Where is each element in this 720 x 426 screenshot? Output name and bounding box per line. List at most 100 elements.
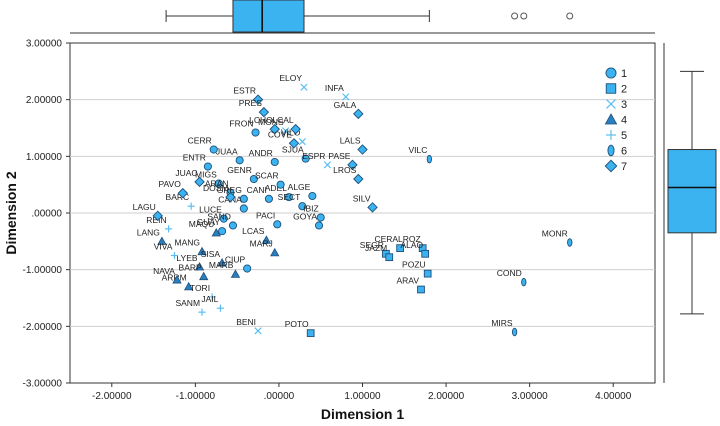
y-boxplot (663, 43, 717, 383)
point-label: JUAA (216, 146, 238, 156)
legend-label: 7 (621, 161, 627, 173)
x-marker (254, 327, 262, 335)
ellipse-marker (511, 327, 518, 337)
plus-marker (187, 202, 195, 210)
point-label: FRON (229, 119, 253, 129)
point-label: ELOY (279, 73, 302, 83)
circle-marker (301, 154, 310, 163)
y-tick-label: .00000 (31, 209, 62, 220)
point-label: SCAR (255, 171, 279, 181)
point-label: VILC (408, 145, 427, 155)
legend-label: 5 (621, 130, 627, 142)
point-label: CANI (247, 185, 267, 195)
triangle-marker (199, 271, 209, 281)
square-marker (423, 269, 432, 278)
point-label: ARAV (396, 276, 419, 286)
point-label: LROZ (398, 234, 421, 244)
point-label: SILV (353, 193, 371, 203)
triangle-marker (194, 262, 205, 271)
point-label: GENR (227, 165, 252, 175)
point-label: POTO (285, 319, 309, 329)
legend: 1 2 3 4 5 6 7 (604, 67, 627, 173)
y-tick-label: -3.00000 (23, 379, 63, 390)
diamond-marker (225, 191, 236, 203)
circle-marker (219, 214, 228, 223)
point-label: MANG (175, 238, 201, 248)
point-label: VIVA (154, 242, 173, 252)
plus-marker (605, 129, 617, 141)
x-tick-label: .00000 (264, 391, 295, 402)
point-label: DOSM (203, 183, 229, 193)
outlier (520, 12, 528, 20)
point-label: NAVA (153, 266, 175, 276)
square-marker (306, 329, 315, 337)
triangle-marker (230, 269, 241, 278)
circle-marker (314, 221, 324, 230)
circle-marker (273, 220, 282, 229)
point-label: GALA (334, 100, 357, 110)
point-label: GREG (217, 185, 242, 195)
circle-marker (308, 191, 317, 201)
square-marker (421, 249, 430, 258)
y-axis-title: Dimension 2 (3, 171, 19, 254)
point-label: MARB (209, 260, 234, 270)
circle-marker (316, 213, 325, 222)
diamond-marker (290, 123, 301, 135)
x-stroke (323, 161, 332, 169)
ellipse-marker (521, 277, 527, 287)
point-label: JUAC (175, 168, 197, 178)
circle-marker (235, 156, 244, 165)
triangle-marker (157, 236, 167, 245)
triangle-marker (604, 113, 618, 125)
square-marker (605, 83, 617, 94)
point-label: ESTR (233, 86, 256, 96)
gridlines (70, 99, 655, 327)
y-tick-label: 2.00000 (26, 95, 63, 106)
plus-marker (208, 293, 216, 301)
x-tick-label: -1.00000 (176, 391, 216, 402)
point-label: JAZM (365, 243, 387, 253)
point-label: JAIL (201, 294, 218, 304)
circle-marker (243, 264, 252, 273)
triangle-marker (183, 281, 194, 291)
x-stroke (254, 327, 262, 335)
circle-marker (251, 128, 260, 137)
point-label: MARJ (250, 239, 273, 249)
point-label: REIN (146, 215, 166, 225)
triangle-marker (211, 228, 221, 237)
point-label: LAGU (133, 202, 156, 212)
ellipse-marker (426, 154, 433, 164)
point-label: ARAN (205, 179, 229, 189)
point-label: SEGR (360, 240, 384, 250)
y-axis-ticks: -3.00000 -2.00000 -1.00000 .00000 1.00000 2.0… (23, 39, 70, 390)
point-label: PASE (328, 151, 350, 161)
point-label: ESPR (302, 151, 325, 161)
x-tick-label: 1.00000 (344, 391, 381, 402)
triangle-marker (270, 247, 280, 257)
circle-marker (218, 227, 227, 236)
x-marker (342, 93, 350, 101)
x-tick-label: 3.00000 (512, 391, 549, 402)
point-label: INFA (325, 83, 344, 93)
diamond-marker (288, 138, 300, 149)
triangle-marker (197, 246, 207, 256)
x-stroke (342, 93, 350, 101)
point-label: LUCE (199, 205, 222, 215)
diamond-marker (604, 159, 618, 173)
point-label: PAVO (158, 179, 181, 189)
point-label: LCAS (242, 226, 265, 236)
x-tick-label: 4.00000 (595, 391, 632, 402)
data-points: FRON CERR JUAA ENTR ANDR SJUA GENR MIGSARANGREG… (133, 73, 573, 337)
y-tick-label: -2.00000 (23, 322, 63, 333)
x-marker (300, 83, 308, 91)
square-marker (396, 244, 404, 252)
ellipse-marker (607, 144, 615, 157)
diamond-marker (357, 144, 368, 155)
plus-marker (216, 304, 225, 312)
point-label: SISA (201, 249, 221, 259)
y-tick-label: 3.00000 (26, 39, 63, 50)
legend-label: 2 (621, 84, 627, 96)
point-label: TORI (190, 283, 210, 293)
x-stroke (298, 137, 306, 146)
point-label: LALS (340, 136, 361, 146)
